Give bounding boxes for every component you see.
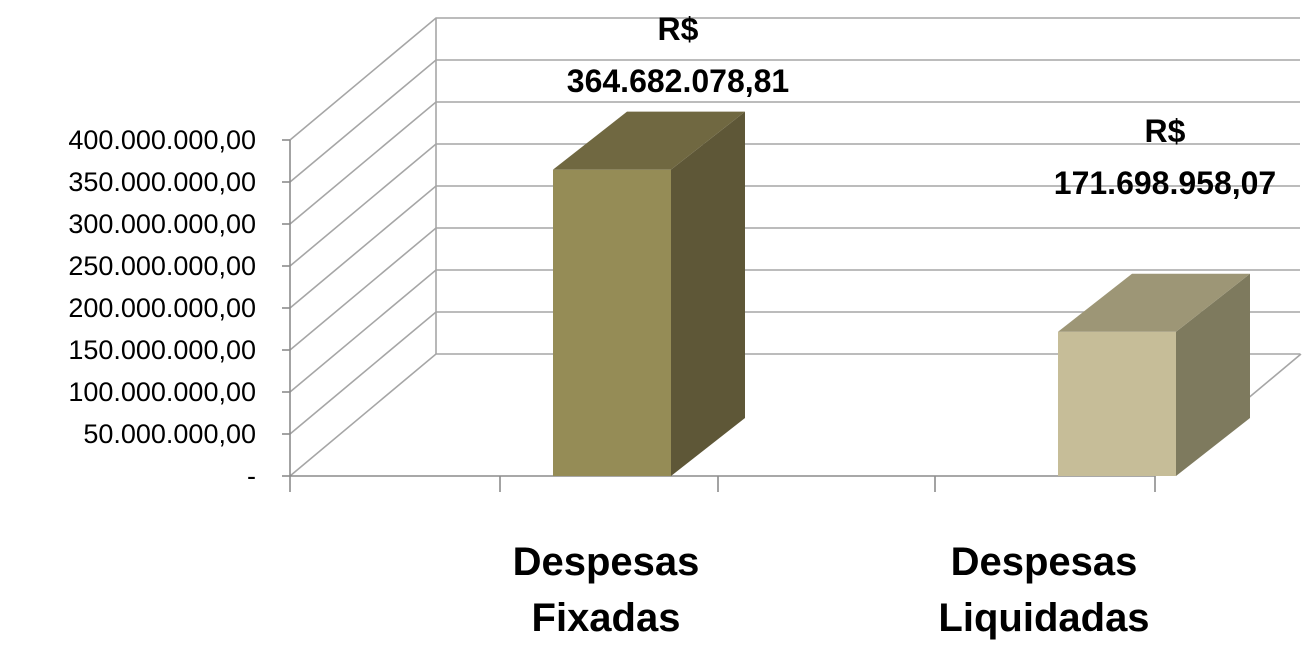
bar (1058, 273, 1250, 476)
y-tick-label: - (247, 461, 256, 491)
data-label: R$ (658, 11, 699, 47)
y-tick-label: 400.000.000,00 (68, 125, 256, 155)
chart-bars (553, 111, 1250, 476)
category-label: Despesas (513, 540, 700, 584)
y-tick-label: 50.000.000,00 (83, 419, 256, 449)
bar (553, 111, 745, 476)
category-label: Liquidadas (938, 596, 1149, 640)
y-tick-label: 350.000.000,00 (68, 167, 256, 197)
bar-side (671, 111, 745, 476)
data-label: 171.698.958,07 (1054, 165, 1276, 201)
data-label: 364.682.078,81 (567, 63, 789, 99)
chart-labels: - 50.000.000,00 100.000.000,00 150.000.000,… (68, 11, 1276, 640)
category-label: Despesas (951, 540, 1138, 584)
bar-side (1176, 273, 1250, 476)
data-label: R$ (1145, 113, 1186, 149)
category-label: Fixadas (532, 596, 681, 640)
bar-front (1058, 331, 1176, 476)
gridline (289, 143, 1300, 267)
bar-top (1058, 273, 1250, 332)
bar-front (553, 169, 671, 476)
y-tick-label: 200.000.000,00 (68, 293, 256, 323)
y-tick-label: 300.000.000,00 (68, 209, 256, 239)
y-tick-label: 250.000.000,00 (68, 251, 256, 281)
bar-top (553, 111, 745, 170)
y-tick-label: 100.000.000,00 (68, 377, 256, 407)
y-tick-label: 150.000.000,00 (68, 335, 256, 365)
